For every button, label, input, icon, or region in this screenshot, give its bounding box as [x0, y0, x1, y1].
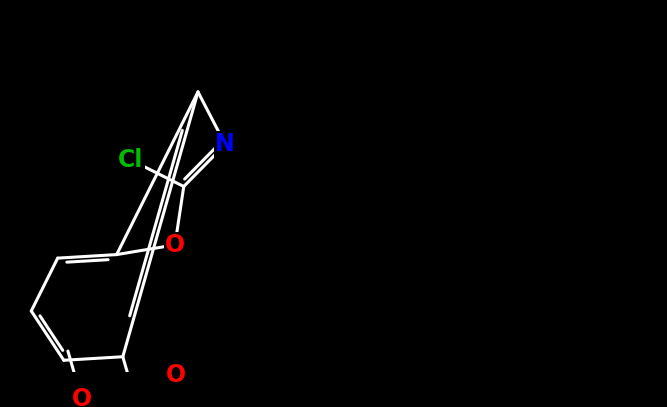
Text: O: O [72, 387, 92, 407]
Text: O: O [166, 363, 186, 387]
Text: O: O [165, 233, 185, 257]
Text: N: N [215, 132, 235, 156]
Text: Cl: Cl [118, 148, 143, 172]
